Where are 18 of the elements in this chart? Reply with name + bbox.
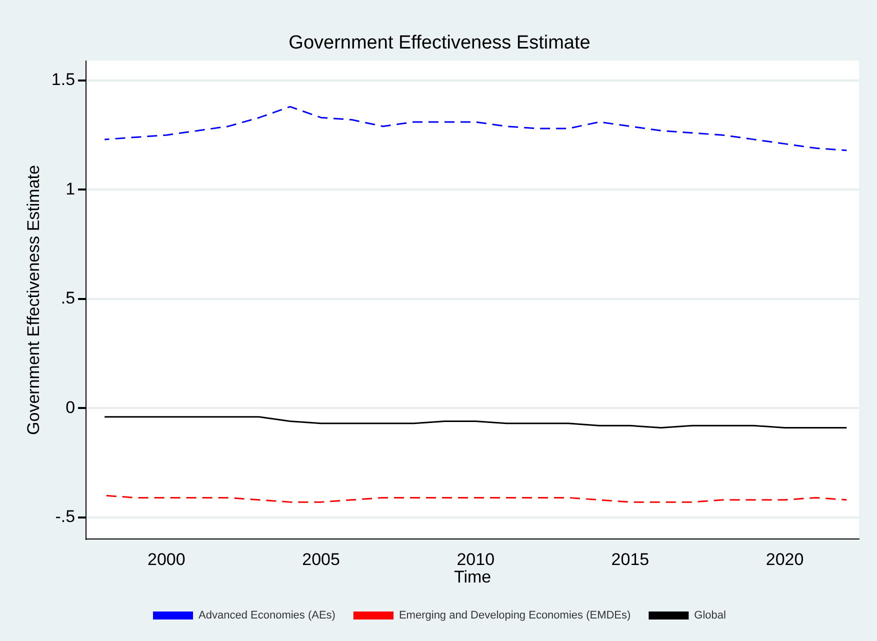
y-tick-label: -.5: [55, 507, 76, 526]
y-tick-label: 1.5: [51, 70, 76, 90]
x-tick-label: 2010: [456, 550, 495, 570]
x-tick-label: 2015: [611, 550, 650, 570]
line-series: [104, 494, 848, 503]
legend-label: Advanced Economies (AEs): [198, 610, 336, 622]
x-tick-label: 2005: [302, 550, 340, 570]
legend-label: Global: [694, 610, 726, 622]
y-axis-title: Government Effectiveness Estimate: [24, 165, 43, 435]
x-tick-label: 2000: [148, 550, 186, 570]
chart-title: Government Effectiveness Estimate: [288, 32, 590, 54]
y-tick-label: .5: [60, 288, 76, 308]
x-axis-title: Time: [454, 567, 492, 586]
legend-label: Emerging and Developing Economies (EMDEs): [398, 610, 631, 622]
y-tick-label: 1: [66, 179, 76, 198]
line-series: [104, 106, 848, 152]
x-tick-label: 2020: [766, 550, 804, 570]
y-tick-label: 0: [66, 398, 76, 417]
